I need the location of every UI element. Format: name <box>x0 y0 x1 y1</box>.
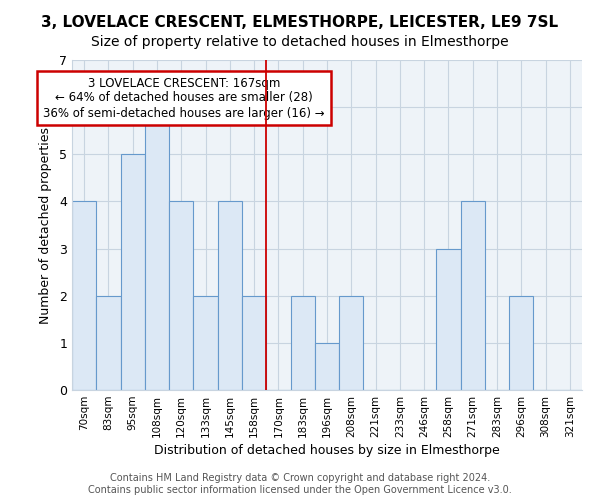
Bar <box>72 202 96 390</box>
Bar <box>121 154 145 390</box>
Text: 3, LOVELACE CRESCENT, ELMESTHORPE, LEICESTER, LE9 7SL: 3, LOVELACE CRESCENT, ELMESTHORPE, LEICE… <box>41 15 559 30</box>
Bar <box>509 296 533 390</box>
Bar <box>290 296 315 390</box>
Y-axis label: Number of detached properties: Number of detached properties <box>39 126 52 324</box>
Bar <box>193 296 218 390</box>
Bar <box>169 202 193 390</box>
Bar <box>96 296 121 390</box>
Bar <box>436 248 461 390</box>
Bar <box>242 296 266 390</box>
Text: Size of property relative to detached houses in Elmesthorpe: Size of property relative to detached ho… <box>91 35 509 49</box>
Bar <box>218 202 242 390</box>
Bar <box>461 202 485 390</box>
Bar <box>315 343 339 390</box>
Text: Contains HM Land Registry data © Crown copyright and database right 2024.
Contai: Contains HM Land Registry data © Crown c… <box>88 474 512 495</box>
Text: 3 LOVELACE CRESCENT: 167sqm
← 64% of detached houses are smaller (28)
36% of sem: 3 LOVELACE CRESCENT: 167sqm ← 64% of det… <box>43 76 325 120</box>
Bar <box>339 296 364 390</box>
Bar <box>145 107 169 390</box>
X-axis label: Distribution of detached houses by size in Elmesthorpe: Distribution of detached houses by size … <box>154 444 500 457</box>
